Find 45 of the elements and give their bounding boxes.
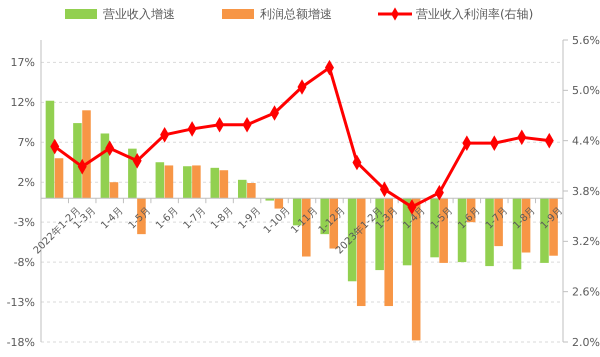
bar (192, 165, 201, 198)
x-tick-label: 1-8月 (511, 205, 538, 232)
bar (238, 180, 247, 198)
y2-tick-label: 5.0% (572, 84, 600, 98)
y-tick-label: -18% (6, 336, 35, 349)
x-tick-label: 1-4月 (401, 205, 428, 232)
x-tick-label: 1-6月 (154, 205, 181, 232)
y2-tick-label: 2.0% (572, 336, 600, 349)
bar (82, 110, 91, 198)
bar (156, 162, 164, 198)
bar (220, 170, 228, 198)
x-tick-label: 1-9月 (236, 205, 263, 232)
y-tick-label: 12% (10, 96, 35, 110)
x-tick-label: 1-8月 (209, 205, 236, 232)
y-tick-label: -13% (6, 296, 35, 309)
y2-tick-label: 5.6% (572, 34, 600, 47)
y-tick-label: -3% (14, 216, 35, 230)
y2-tick-label: 4.4% (572, 134, 600, 148)
y-tick-label: 7% (18, 136, 35, 150)
y2-tick-label: 3.8% (572, 184, 600, 198)
y2-tick-label: 2.6% (572, 286, 600, 299)
bar (110, 182, 118, 198)
x-tick-label: 1-9月 (538, 205, 566, 232)
y-tick-label: 2% (18, 176, 35, 190)
bar (54, 158, 64, 198)
legend-label: 营业收入增速 (103, 7, 175, 22)
x-tick-label: 1-7月 (182, 205, 208, 232)
bar (164, 165, 174, 198)
y-tick-label: -8% (14, 256, 35, 269)
bar (247, 183, 256, 198)
x-tick-label: 1-5月 (428, 205, 456, 232)
y-tick-label: 17% (10, 56, 35, 70)
bar (100, 133, 110, 198)
legend-label: 营业收入利润率(右轴) (416, 7, 534, 22)
legend-label: 利润总额增速 (260, 7, 332, 22)
x-tick-label: 1-5月 (126, 205, 154, 232)
y2-tick-label: 3.2% (572, 235, 600, 248)
bar (183, 166, 192, 198)
x-tick-label: 1-4月 (99, 205, 126, 232)
x-tick-label: 1-6月 (456, 205, 483, 232)
bar (274, 198, 284, 209)
x-tick-label: 1-7月 (484, 205, 510, 232)
bar (73, 123, 82, 198)
bar (46, 100, 54, 198)
bar (210, 168, 220, 198)
